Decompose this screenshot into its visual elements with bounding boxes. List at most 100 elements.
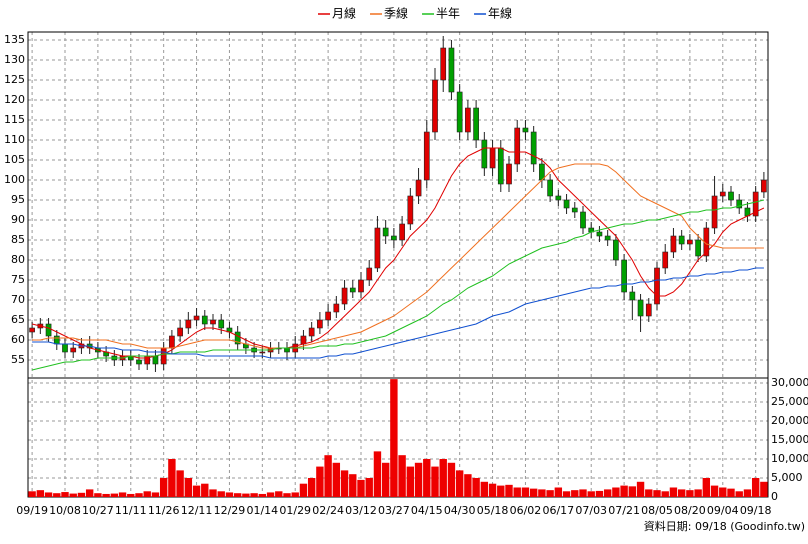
candle-body [497,147,504,185]
volume-bar [653,490,661,497]
volume-bar [340,470,349,497]
candle-body [654,267,660,305]
candle-body [407,195,414,225]
y-tick-label: 120 [4,93,25,106]
x-tick-label: 10/08 [49,504,81,517]
candle-body [284,347,290,353]
legend-label: 年線 [488,6,512,21]
candle-body [678,235,685,245]
y-tick-label: 60 [11,333,25,346]
volume-tick-label: 15,000 [771,433,808,446]
candle-body [695,239,701,257]
candle-body [399,223,405,241]
y-tick-label: 90 [11,213,25,226]
volume-bar [373,451,382,497]
y-tick-label: 115 [4,113,25,126]
volume-bar [209,489,217,497]
candle-body [629,291,636,301]
volume-bar [464,474,472,497]
candle-body [234,331,241,345]
ma-line [32,267,764,359]
candle-body [489,147,496,169]
y-tick-label: 110 [4,133,25,146]
volume-bar [414,462,423,497]
volume-bar [44,492,53,497]
legend-label: 半年 [436,7,460,21]
volume-bar [488,483,497,497]
volume-bar [110,493,119,497]
candle-body [169,335,175,349]
volume-bar [579,489,587,497]
candle-body [391,235,397,241]
candle-body [136,359,142,365]
volume-bar [307,477,316,497]
volume-bar [61,492,69,497]
candle-body [70,347,77,353]
volume-bar [587,491,595,497]
x-tick-label: 04/30 [444,504,476,517]
volume-bar [143,491,151,497]
candle-body [62,343,68,353]
volume-bar [694,489,702,497]
y-tick-label: 65 [11,313,25,326]
volume-bar [546,490,554,497]
volume-bar [299,483,308,497]
x-tick-label: 07/03 [575,504,607,517]
ma-line [31,199,765,371]
volume-bar [710,485,719,497]
volume-bar [201,483,209,497]
volume-bar [242,493,250,497]
candle-body [506,163,512,185]
candle-body [555,195,562,201]
candle-body [374,227,381,269]
volume-bar [283,493,291,497]
candle-body [185,319,192,329]
volume-tick-label: 30,000 [771,376,808,389]
candle-body [752,191,759,217]
candle-body [547,179,553,197]
volume-bar [53,493,61,497]
volume-tick-label: 0 [771,490,778,503]
x-tick-label: 12/11 [181,504,213,517]
candle-body [300,335,307,345]
y-tick-label: 80 [11,253,25,266]
candle-body [177,327,183,337]
volume-bar [102,493,110,497]
volume-bar [661,491,669,497]
candle-body [621,259,627,293]
candle-body [152,355,159,365]
volume-bar [275,491,283,497]
volume-bar [645,489,653,497]
volume-bar [603,489,612,497]
volume-bar [159,477,168,497]
x-tick-label: 01/29 [279,504,311,517]
volume-bar [118,492,127,497]
x-tick-label: 09/18 [740,504,772,517]
volume-bar [324,455,332,497]
candle-body [29,327,35,333]
candle-body [201,315,208,325]
volume-bar [521,487,530,497]
candle-body [728,191,734,201]
volume-bar [497,485,505,497]
volume-bar [168,458,176,497]
volume-bar [423,458,431,497]
volume-bar [439,458,447,497]
x-tick-label: 11/11 [115,504,147,517]
volume-bar [398,455,406,497]
candle-body [481,139,488,169]
volume-bar [636,481,645,497]
volume-tick-label: 25,000 [771,395,808,408]
volume-tick-label: 5,000 [771,471,803,484]
x-tick-label: 07/21 [608,504,640,517]
volume-bar [760,481,768,497]
candle-body [580,211,586,229]
candle-body [366,267,373,281]
volume-bar [513,487,521,497]
volume-bar [390,379,398,497]
x-tick-label: 08/20 [674,504,706,517]
x-tick-label: 03/27 [378,504,410,517]
volume-bar [77,492,86,497]
